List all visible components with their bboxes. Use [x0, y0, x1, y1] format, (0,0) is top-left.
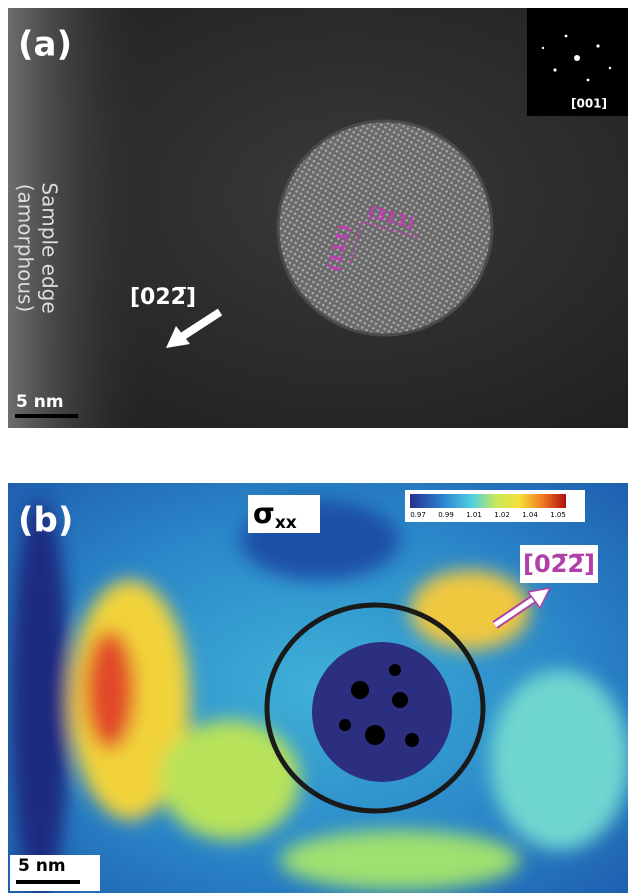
colorbar-tick-label: 1.02: [494, 511, 510, 519]
colorbar-tick-label: 0.97: [410, 511, 426, 519]
colorbar-tick-label: 1.01: [466, 511, 482, 519]
panel-label: (b): [18, 501, 73, 541]
figure: [001] (a) Sample edge (amorphous) [022̅]…: [0, 0, 631, 895]
colorbar-tick-label: 0.99: [438, 511, 454, 519]
colorbar: [410, 494, 566, 508]
scale-label: 5 nm: [18, 856, 66, 876]
colorbar-tick-label: 1.05: [550, 511, 566, 519]
inset-label: [001]: [571, 97, 607, 111]
scale-label: 5 nm: [16, 392, 64, 412]
edge-label: Sample edge: [38, 182, 62, 313]
panel-label: (a): [18, 25, 72, 65]
edge-label: (amorphous): [14, 184, 38, 313]
direction-label: [022̅]: [130, 285, 196, 310]
nanoparticle: [278, 121, 492, 335]
colorbar-tick-label: 1.04: [522, 511, 538, 519]
direction-label: [02̅2̅]: [523, 550, 595, 578]
particle-core: [312, 642, 452, 782]
panel-a: [001] (a) Sample edge (amorphous) [022̅]…: [8, 8, 628, 428]
